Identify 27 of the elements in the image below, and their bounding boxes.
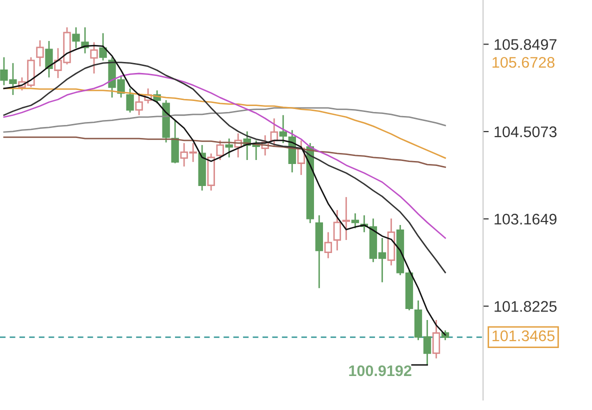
- candlestick: [45, 40, 53, 78]
- text: 105.6728: [492, 56, 554, 68]
- line-series: [3, 136, 446, 168]
- line-series: [3, 72, 446, 239]
- y-tick-label: 105.8497: [494, 39, 556, 50]
- candlestick: [279, 114, 287, 144]
- ref-line-label: 101.3465: [492, 330, 554, 342]
- candlestick: [342, 196, 350, 241]
- y-tick-label: 104.5073: [494, 126, 557, 138]
- candlestick: [72, 26, 80, 49]
- candlestick: [351, 212, 360, 229]
- candlestick: [324, 232, 332, 259]
- candlestick: [99, 32, 107, 62]
- candlestick: [216, 140, 224, 161]
- annotation: 100.9192: [349, 365, 412, 376]
- candlestick: [135, 92, 143, 116]
- candlestick: [171, 120, 179, 164]
- candlestick: [225, 138, 233, 158]
- line-series: [3, 62, 446, 274]
- y-tick-label: 101.8225: [494, 301, 557, 312]
- candlestick: [333, 209, 342, 252]
- candlestick: [432, 319, 440, 360]
- candlestick: [36, 40, 44, 68]
- y-tick-label: 103.1649: [494, 214, 556, 225]
- candlestick: [90, 42, 98, 74]
- line-series: [3, 107, 446, 133]
- candlestick: [126, 88, 134, 114]
